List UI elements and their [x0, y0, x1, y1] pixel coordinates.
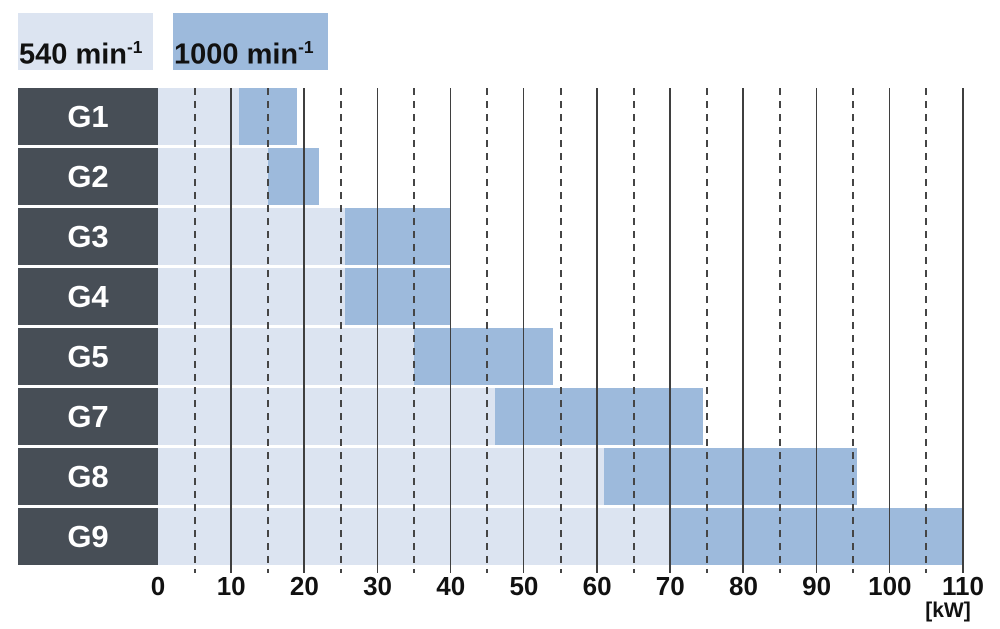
bar-540-g5	[158, 328, 415, 385]
x-tick-label-90: 90	[802, 571, 832, 601]
bar-540-g8	[158, 448, 605, 505]
x-tick-label-0: 0	[150, 571, 166, 601]
legend-exponent-1000: -1	[298, 37, 314, 57]
legend-exponent-540: -1	[127, 37, 143, 57]
chart-row-g3: G3	[18, 208, 963, 265]
bar-540-g7	[158, 388, 495, 445]
chart-rows: G1 G2 G3 G4 G5 G7 G8 G9	[18, 88, 963, 565]
chart-row-g1: G1	[18, 88, 963, 145]
x-tick-label-60: 60	[582, 571, 612, 601]
x-axis-tick-labels: 0 10 20 30 40 50 60 70 80 90 100 110	[151, 571, 984, 603]
legend-label-540: 540 min-1	[19, 37, 142, 72]
row-label-g2: G2	[18, 148, 158, 205]
x-tick-label-100: 100	[868, 571, 912, 601]
x-tick-label-50: 50	[509, 571, 539, 601]
legend-swatch-540	[18, 13, 153, 70]
bar-1000-g7	[494, 388, 704, 445]
x-axis-unit-label: [kW]	[925, 599, 971, 622]
row-plot-g5	[158, 328, 963, 385]
bar-1000-g8	[604, 448, 857, 505]
x-tick-label-20: 20	[289, 571, 319, 601]
row-label-g4: G4	[18, 268, 158, 325]
bar-540-g9	[158, 508, 671, 565]
bar-540-g1	[158, 88, 239, 145]
legend-swatch-1000	[173, 13, 328, 70]
legend-label-1000: 1000 min-1	[174, 37, 314, 72]
bar-1000-g5	[414, 328, 554, 385]
x-tick-label-40: 40	[436, 571, 466, 601]
row-plot-g8	[158, 448, 963, 505]
row-plot-g2	[158, 148, 963, 205]
x-tick-label-10: 10	[216, 571, 246, 601]
row-label-g1: G1	[18, 88, 158, 145]
row-plot-g1	[158, 88, 963, 145]
bar-1000-g9	[670, 508, 963, 565]
chart-row-g5: G5	[18, 328, 963, 385]
row-plot-g9	[158, 508, 963, 565]
x-tick-label-70: 70	[655, 571, 685, 601]
chart-row-g7: G7	[18, 388, 963, 445]
row-label-g7: G7	[18, 388, 158, 445]
chart-row-g9: G9	[18, 508, 963, 565]
row-label-g9: G9	[18, 508, 158, 565]
bar-540-g4	[158, 268, 345, 325]
legend-text-540: 540 min	[19, 38, 127, 71]
x-tick-label-30: 30	[363, 571, 392, 601]
bar-540-g2	[158, 148, 268, 205]
row-plot-g3	[158, 208, 963, 265]
chart-row-g2: G2	[18, 148, 963, 205]
x-tick-label-80: 80	[728, 571, 758, 601]
chart-row-g4: G4	[18, 268, 963, 325]
bar-1000-g3	[344, 208, 451, 265]
bar-1000-g2	[267, 148, 319, 205]
row-plot-g7	[158, 388, 963, 445]
bar-540-g3	[158, 208, 345, 265]
row-label-g3: G3	[18, 208, 158, 265]
chart-row-g8: G8	[18, 448, 963, 505]
row-plot-g4	[158, 268, 963, 325]
row-label-g5: G5	[18, 328, 158, 385]
bar-1000-g4	[344, 268, 451, 325]
legend-text-1000: 1000 min	[174, 38, 299, 71]
x-tick-label-110: 110	[942, 571, 984, 601]
row-label-g8: G8	[18, 448, 158, 505]
bar-1000-g1	[238, 88, 298, 145]
